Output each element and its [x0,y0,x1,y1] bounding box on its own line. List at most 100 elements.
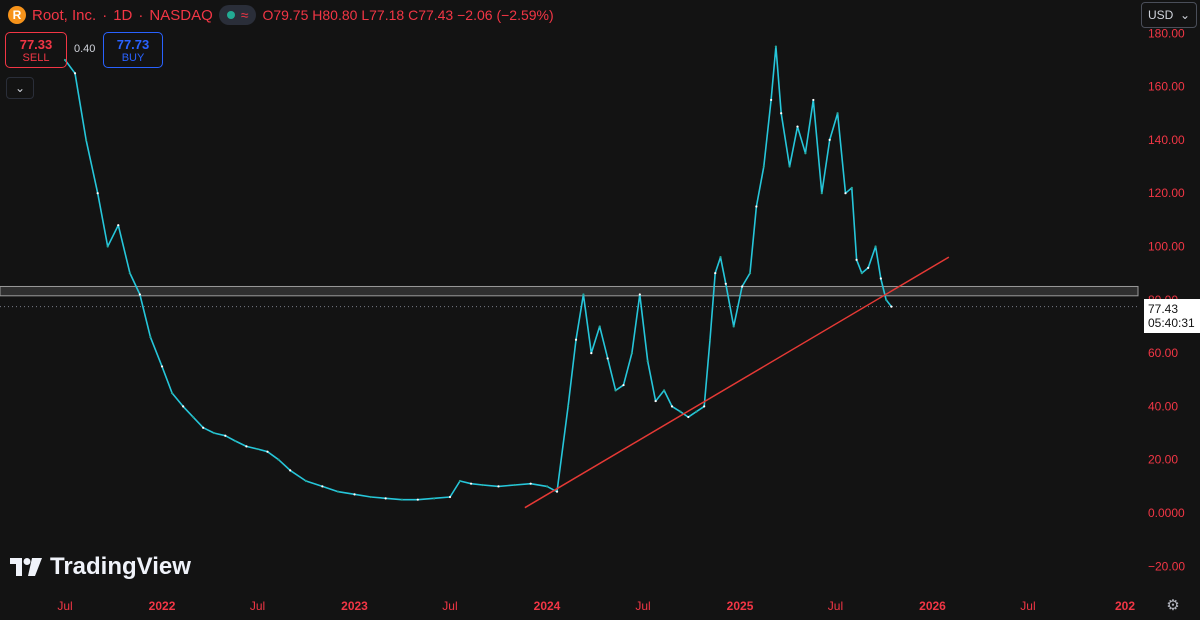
settings-gear-icon[interactable]: ⚙ [1166,597,1180,614]
price-point [192,415,195,419]
price-point [844,192,847,195]
buy-label: BUY [121,51,145,64]
sell-label: SELL [22,51,50,64]
price-point [748,272,752,275]
y-tick-label: 60.00 [1148,346,1178,360]
price-point [84,138,88,141]
price-point [481,483,484,487]
price-point [638,293,641,296]
price-point [820,192,823,195]
interval-label[interactable]: 1D [113,6,133,24]
last-price-value: 77.43 [1148,302,1179,316]
symbol-name[interactable]: Root, Inc. [32,6,97,24]
y-tick-label: 140.00 [1148,133,1185,147]
x-tick-label: Jul [828,599,843,613]
price-point [890,305,893,308]
price-point [714,272,717,275]
y-tick-label: 120.00 [1148,186,1185,200]
price-point [860,272,863,275]
price-point [828,138,831,141]
buy-button[interactable]: 77.73 BUY [103,32,163,68]
price-point [630,352,634,355]
price-point [855,258,858,261]
price-point [400,498,404,501]
price-point [885,298,888,301]
price-point [755,205,758,208]
x-tick-label: 2026 [919,599,946,613]
tradingview-mark-icon [10,558,42,576]
price-point [695,410,698,413]
price-point [703,405,706,408]
price-point [245,445,248,448]
price-point [213,431,216,435]
y-tick-label: 0.0000 [1148,506,1185,520]
price-point [867,266,870,269]
horizontal-zone [0,285,1139,297]
company-logo-icon: R [8,6,26,24]
price-point [622,383,625,387]
x-tick-label: 2025 [727,599,754,613]
price-point [741,285,744,288]
x-tick-label: 202 [1115,599,1135,613]
currency-selector[interactable]: USD ⌄ [1141,2,1197,28]
x-tick-label: 2022 [149,599,176,613]
sell-price: 77.33 [19,36,53,52]
price-point [469,482,473,485]
brand-name: TradingView [50,553,191,580]
exchange-label: NASDAQ [149,6,213,24]
price-point [353,493,356,496]
price-point [590,352,593,355]
price-point [545,485,549,488]
price-point [433,497,436,500]
price-point [160,365,164,368]
price-point [182,405,185,408]
y-tick-label: 100.00 [1148,240,1185,254]
price-point [874,245,877,248]
price-change: −2.06 (−2.59%) [457,7,554,23]
price-point [606,357,609,360]
price-point [879,277,882,280]
price-point [384,497,387,500]
price-point [224,434,227,437]
price-point [719,256,722,259]
price-point [598,325,601,328]
price-point [614,389,617,392]
price-point [138,293,141,296]
price-point [63,58,67,62]
price-point [73,72,77,75]
collapse-toggle[interactable]: ⌄ [6,77,34,99]
wave-icon: ≈ [240,7,249,23]
price-point [234,439,237,443]
price-point [106,245,109,248]
price-point [416,498,419,501]
currency-label: USD [1148,8,1174,22]
price-series-line [64,45,893,501]
price-point [555,490,559,493]
x-tick-label: 2023 [341,599,368,613]
price-point [337,490,340,493]
sell-button[interactable]: 77.33 SELL [5,32,67,68]
x-tick-label: Jul [57,599,72,613]
support-trendline [524,256,950,509]
y-tick-label: 20.00 [1148,453,1178,467]
market-status-pill[interactable]: ≈ [218,5,257,25]
price-point [654,399,657,403]
price-point [812,98,815,102]
price-point [708,338,712,341]
price-point [128,272,131,275]
price-point [679,410,682,413]
price-point [582,293,585,296]
price-point [770,98,773,102]
price-point [567,405,570,408]
price-point [321,485,324,488]
y-tick-label: 180.00 [1148,26,1185,40]
price-point [202,426,205,429]
tradingview-logo[interactable]: TradingView [10,553,191,581]
price-point [256,447,259,451]
price-point [788,165,791,168]
symbol-header: R Root, Inc. · 1D · NASDAQ ≈ O79.75 H80.… [8,4,554,26]
x-tick-label: Jul [635,599,650,613]
price-point [170,391,174,395]
